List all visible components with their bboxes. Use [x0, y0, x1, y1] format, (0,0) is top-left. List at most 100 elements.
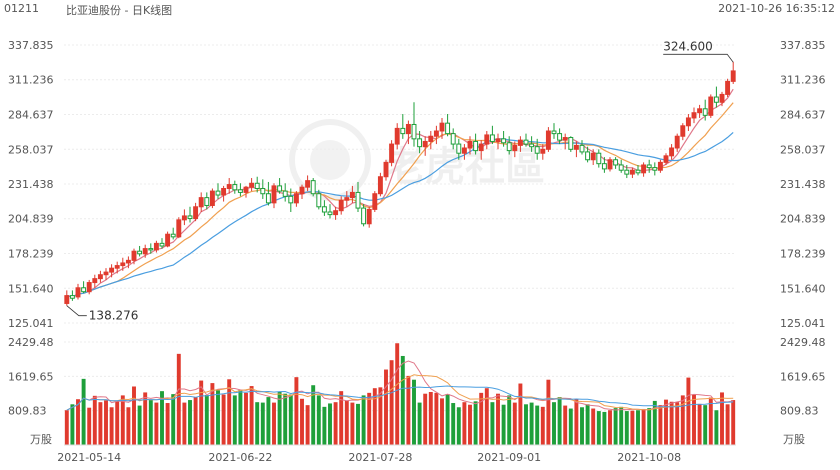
candle-body — [176, 219, 182, 238]
candle-body — [355, 191, 361, 209]
price-tick-label-right: 337.835 — [780, 39, 826, 52]
candle-body — [170, 233, 176, 238]
volume-bar — [182, 402, 187, 445]
volume-bar — [675, 402, 680, 445]
volume-bar — [193, 397, 198, 445]
volume-bar — [451, 403, 456, 445]
volume-bar — [288, 394, 293, 445]
candle-body — [394, 127, 400, 145]
candle-body — [344, 197, 350, 201]
volume-bar — [255, 402, 260, 445]
volume-tick-label-left: 2429.48 — [8, 336, 54, 349]
volume-bar — [731, 400, 736, 445]
candle-body — [153, 242, 159, 251]
volume-bar — [456, 407, 461, 445]
candle-body — [624, 169, 630, 175]
price-tick-label-right: 178.239 — [780, 248, 826, 261]
candle-body — [271, 185, 277, 204]
candle-body — [321, 206, 327, 213]
volume-bar — [132, 386, 136, 445]
candle-body — [249, 182, 255, 188]
candle-body — [439, 122, 445, 132]
volume-bar — [232, 395, 237, 445]
candle-body — [713, 96, 719, 103]
candle-body — [142, 248, 148, 255]
volume-bar — [619, 406, 624, 445]
candle-body — [232, 184, 238, 191]
price-tick-label-right: 125.041 — [780, 317, 826, 330]
candle-body — [215, 190, 221, 196]
candle-body — [663, 155, 669, 163]
candle-body — [669, 147, 675, 157]
volume-bar — [529, 402, 534, 445]
price-tick-label-left: 178.239 — [8, 248, 54, 261]
volume-average-lines — [66, 360, 734, 411]
volume-bar — [412, 379, 416, 445]
price-tick-label-left: 284.637 — [8, 108, 54, 121]
volume-bar — [428, 392, 433, 445]
volume-bar — [283, 393, 288, 445]
volume-bar — [596, 411, 601, 445]
volume-bar — [339, 391, 344, 445]
volume-bar — [350, 402, 355, 445]
volume-bar — [311, 385, 316, 445]
volume-bar — [294, 377, 299, 445]
volume-bar — [361, 395, 366, 445]
volume-bar — [126, 407, 131, 445]
volume-bar — [535, 405, 540, 445]
volume-bar — [104, 400, 108, 445]
candle-body — [579, 144, 585, 153]
candle-body — [461, 147, 467, 154]
candle-body — [114, 265, 120, 269]
candle-body — [400, 127, 406, 135]
candle-body — [349, 191, 355, 199]
date-tick-label: 2021-10-08 — [617, 451, 681, 464]
volume-bar — [568, 408, 573, 445]
volume-bar — [120, 395, 125, 445]
volume-bar — [624, 411, 629, 445]
volume-bar — [238, 389, 243, 445]
candle-body — [366, 208, 372, 225]
volume-bar — [356, 403, 360, 445]
volume-bar — [518, 383, 523, 445]
volume-bar — [652, 400, 657, 445]
volume-ma5-line — [66, 360, 734, 411]
volume-bar — [484, 388, 489, 445]
volume-bar — [384, 369, 388, 445]
volume-bar — [372, 388, 377, 445]
volume-bar — [703, 405, 708, 445]
price-tick-label-right: 311.236 — [780, 74, 826, 87]
candle-body — [181, 215, 187, 221]
volume-bar — [585, 404, 590, 445]
candle-body — [333, 210, 339, 216]
volume-bar — [216, 390, 220, 445]
volume-bar — [479, 392, 484, 445]
volume-bar — [378, 387, 383, 445]
volume-bar — [272, 402, 276, 445]
volume-bar — [512, 402, 517, 445]
candle-body — [691, 112, 697, 119]
volume-bar — [591, 408, 596, 445]
price-grid — [64, 44, 736, 324]
volume-bar — [266, 397, 271, 445]
volume-bar — [714, 410, 719, 445]
volume-bar — [602, 411, 607, 445]
volume-bar — [316, 395, 321, 445]
candle-body — [69, 295, 75, 299]
candle-body — [310, 180, 316, 195]
candle-body — [674, 135, 680, 149]
candle-body — [277, 185, 283, 192]
candle-body — [596, 152, 602, 165]
volume-tick-label-right: 1619.65 — [780, 370, 826, 383]
volume-bar — [300, 398, 304, 445]
volume-bar — [204, 394, 209, 445]
candle-body — [288, 195, 294, 204]
candle-body — [573, 144, 579, 150]
volume-bar — [557, 397, 562, 445]
volume-bar — [708, 397, 713, 445]
volume-bar — [176, 353, 181, 445]
volume-bar — [608, 410, 612, 445]
volume-bar — [720, 392, 724, 445]
volume-bar — [389, 360, 394, 445]
price-tick-label-right: 258.037 — [780, 143, 826, 156]
